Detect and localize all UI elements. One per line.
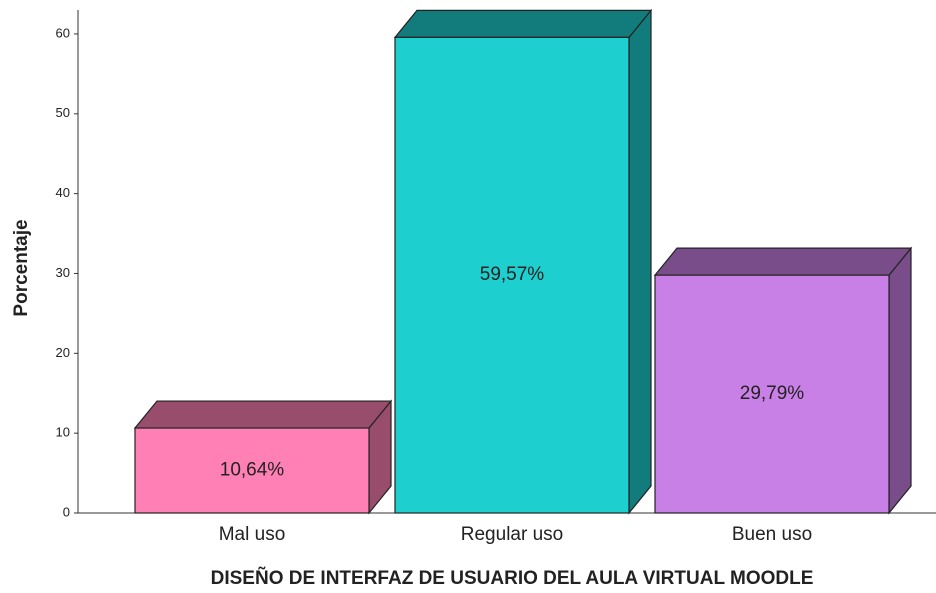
x-tick-label: Buen uso	[732, 524, 812, 545]
value-label: 59,57%	[480, 264, 545, 285]
x-tick-label: Regular uso	[461, 524, 563, 545]
y-tick-label: 30	[56, 265, 70, 280]
bar-side	[628, 8, 652, 515]
x-axis-title: DISEÑO DE INTERFAZ DE USUARIO DEL AULA V…	[211, 567, 814, 589]
y-tick-label: 50	[56, 105, 70, 120]
y-tick-label: 60	[56, 25, 70, 40]
bar-side	[888, 246, 912, 515]
bar	[654, 274, 890, 514]
y-tick-label: 20	[56, 345, 70, 360]
y-tick-label: 0	[63, 504, 70, 519]
value-label: 10,64%	[220, 460, 285, 481]
bar-top	[393, 9, 653, 38]
y-tick-label: 40	[56, 185, 70, 200]
x-tick-label: Mal uso	[219, 524, 286, 545]
bar-top	[133, 400, 393, 429]
bar	[134, 427, 370, 514]
bar	[394, 36, 630, 514]
y-tick-label: 10	[56, 425, 70, 440]
bar-top	[653, 247, 913, 276]
y-axis-title: Porcentaje	[11, 219, 32, 316]
value-label: 29,79%	[740, 383, 805, 404]
